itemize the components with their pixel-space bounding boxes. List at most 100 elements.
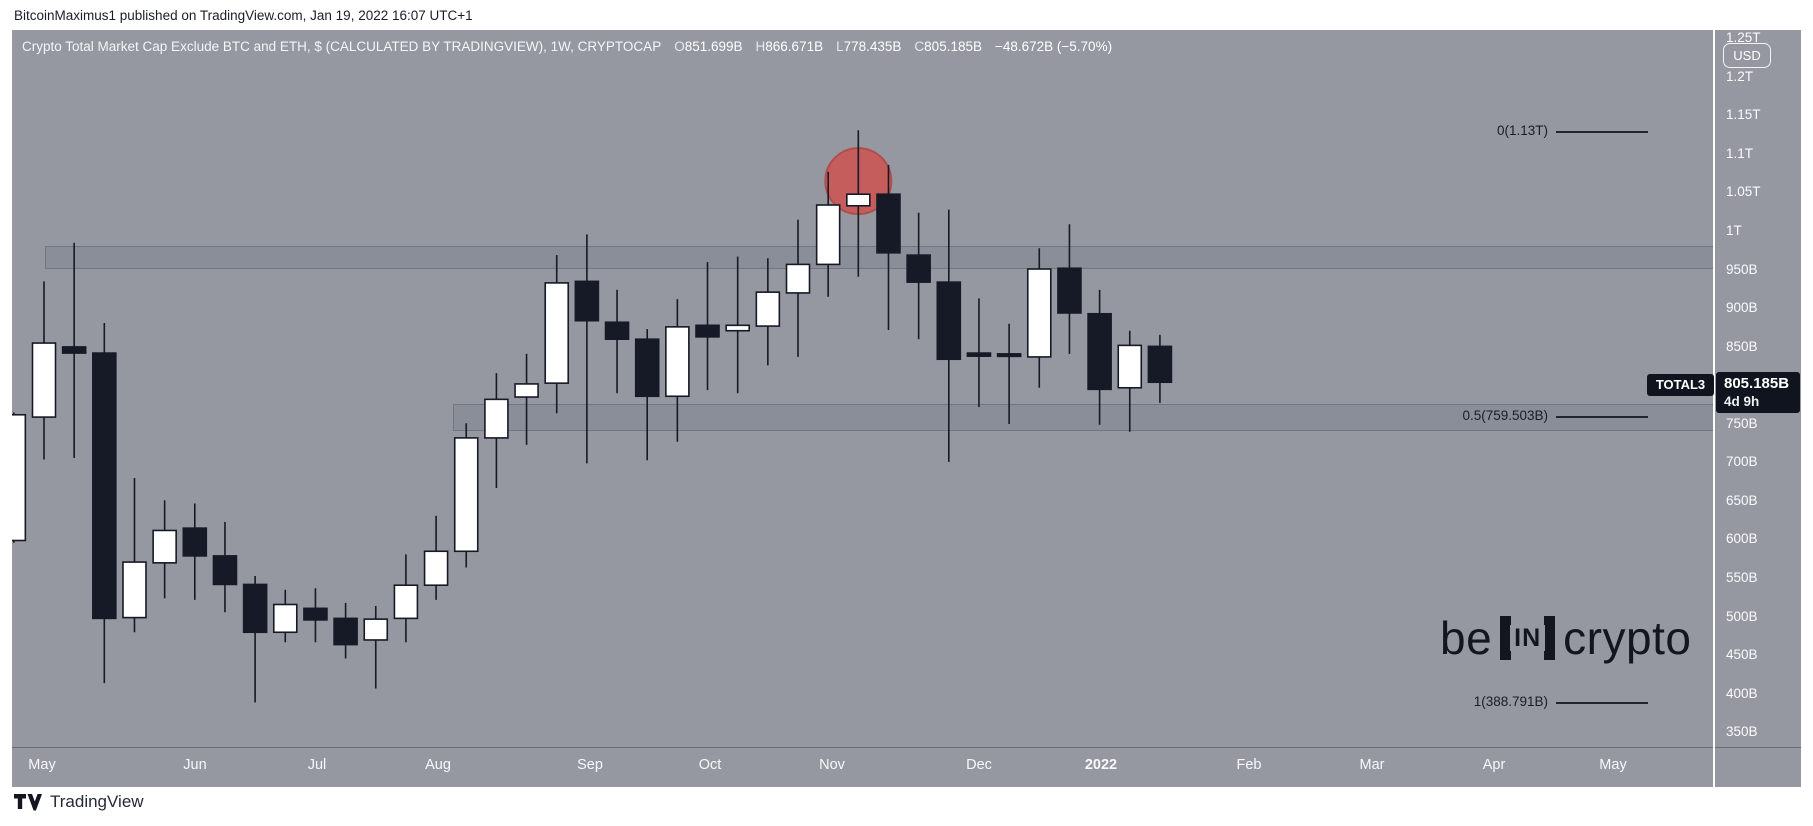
fib-level-label: 1(388.791B) [1473, 694, 1548, 710]
price-tick: 950B [1726, 261, 1758, 277]
price-tick: 700B [1726, 454, 1758, 470]
price-tick: 400B [1726, 685, 1758, 701]
time-tick: Jun [183, 757, 207, 773]
price-tick: 500B [1726, 608, 1758, 624]
candle [996, 323, 1022, 425]
beincrypto-watermark: be IN crypto [1440, 610, 1691, 666]
open-value: 851.699B [684, 39, 743, 54]
candle [152, 500, 177, 599]
symbol-tag: TOTAL3 [1647, 374, 1714, 396]
open-letter: O [674, 39, 685, 54]
close-bracket-icon [1544, 616, 1556, 660]
tradingview-logo-icon [14, 793, 42, 810]
last-price-label: 805.185B 4d 9h [1716, 372, 1800, 413]
time-tick: Nov [819, 757, 845, 773]
candle [61, 242, 87, 458]
candle [212, 521, 238, 613]
candle [544, 255, 570, 414]
last-price-value: 805.185B [1724, 375, 1790, 392]
candle [1117, 330, 1143, 432]
price-tick: 550B [1726, 570, 1758, 586]
time-tick: 2022 [1084, 757, 1118, 773]
candle [303, 588, 328, 643]
candle [815, 171, 841, 297]
time-tick: May [28, 757, 56, 773]
chart-canvas[interactable]: Crypto Total Market Cap Exclude BTC and … [12, 30, 1801, 787]
price-tick: 1.2T [1726, 68, 1754, 84]
time-tick: Apr [1482, 757, 1506, 773]
candle [755, 258, 781, 366]
watermark-crypto: crypto [1563, 612, 1692, 664]
price-tick: 750B [1726, 415, 1758, 431]
candle [423, 515, 449, 600]
fib-level-line [1556, 416, 1648, 419]
usd-currency-button[interactable]: USD [1723, 43, 1771, 68]
symbol-title: Crypto Total Market Cap Exclude BTC and … [22, 39, 662, 54]
fib-level-line [1556, 130, 1648, 133]
candle [846, 130, 871, 277]
candle [242, 575, 268, 703]
candle [514, 353, 539, 445]
price-tick: 650B [1726, 492, 1758, 508]
price-tick: 1.1T [1726, 145, 1754, 161]
time-tick: Aug [425, 757, 451, 773]
candle [92, 323, 117, 684]
candle [484, 373, 509, 489]
candle [966, 298, 992, 408]
candle [122, 478, 147, 633]
time-tick: May [1599, 757, 1627, 773]
price-tick: 1T [1726, 223, 1742, 238]
candlestick-plot [12, 130, 1173, 703]
support-zone [453, 403, 1714, 431]
chart-legend: Crypto Total Market Cap Exclude BTC and … [22, 39, 1112, 54]
time-tick: Dec [966, 757, 992, 773]
candle [785, 219, 811, 357]
price-tick: 600B [1726, 531, 1758, 547]
fib-level-line [1556, 702, 1648, 705]
candle [604, 289, 630, 394]
candle [453, 423, 479, 568]
change-value: −48.672B (−5.70%) [994, 39, 1113, 54]
candle [695, 262, 720, 391]
candle [1147, 334, 1173, 403]
bar-countdown: 4d 9h [1724, 394, 1760, 409]
candle [665, 299, 690, 442]
close-letter: C [914, 39, 925, 54]
time-tick: Mar [1359, 757, 1385, 773]
fib-level-label: 0(1.13T) [1496, 122, 1548, 138]
candle [906, 212, 931, 340]
candle [634, 329, 660, 461]
fib-level-label: 0.5(759.503B) [1462, 408, 1548, 424]
close-value: 805.185B [924, 39, 982, 54]
time-tick: Oct [698, 757, 722, 773]
time-tick: Sep [577, 757, 603, 773]
open-bracket-icon [1500, 616, 1512, 660]
candle [31, 281, 57, 460]
candle [393, 554, 419, 643]
high-value: 866.671B [765, 39, 824, 54]
price-axis-separator [1713, 30, 1715, 787]
price-tick: 850B [1726, 338, 1758, 354]
high-letter: H [755, 39, 766, 54]
candle [12, 412, 27, 543]
tradingview-wordmark: TradingView [50, 792, 144, 811]
candle [725, 256, 750, 394]
candle [333, 602, 358, 659]
price-tick: 350B [1726, 724, 1758, 740]
candle [1087, 289, 1112, 425]
watermark-be: be [1440, 612, 1493, 664]
low-value: 778.435B [843, 39, 902, 54]
candle [1057, 224, 1082, 354]
tradingview-link[interactable]: TradingView [14, 792, 144, 812]
candle [363, 606, 389, 689]
low-letter: L [836, 39, 844, 54]
price-tick: 1.25T [1726, 30, 1761, 46]
attribution-text: BitcoinMaximus1 published on TradingView… [14, 8, 473, 23]
candle [182, 503, 208, 600]
price-tick: 1.05T [1726, 184, 1761, 200]
watermark-in: IN [1514, 623, 1542, 652]
time-axis-border [12, 747, 1801, 748]
time-tick: Jul [307, 757, 327, 773]
price-tick: 1.15T [1726, 107, 1761, 123]
